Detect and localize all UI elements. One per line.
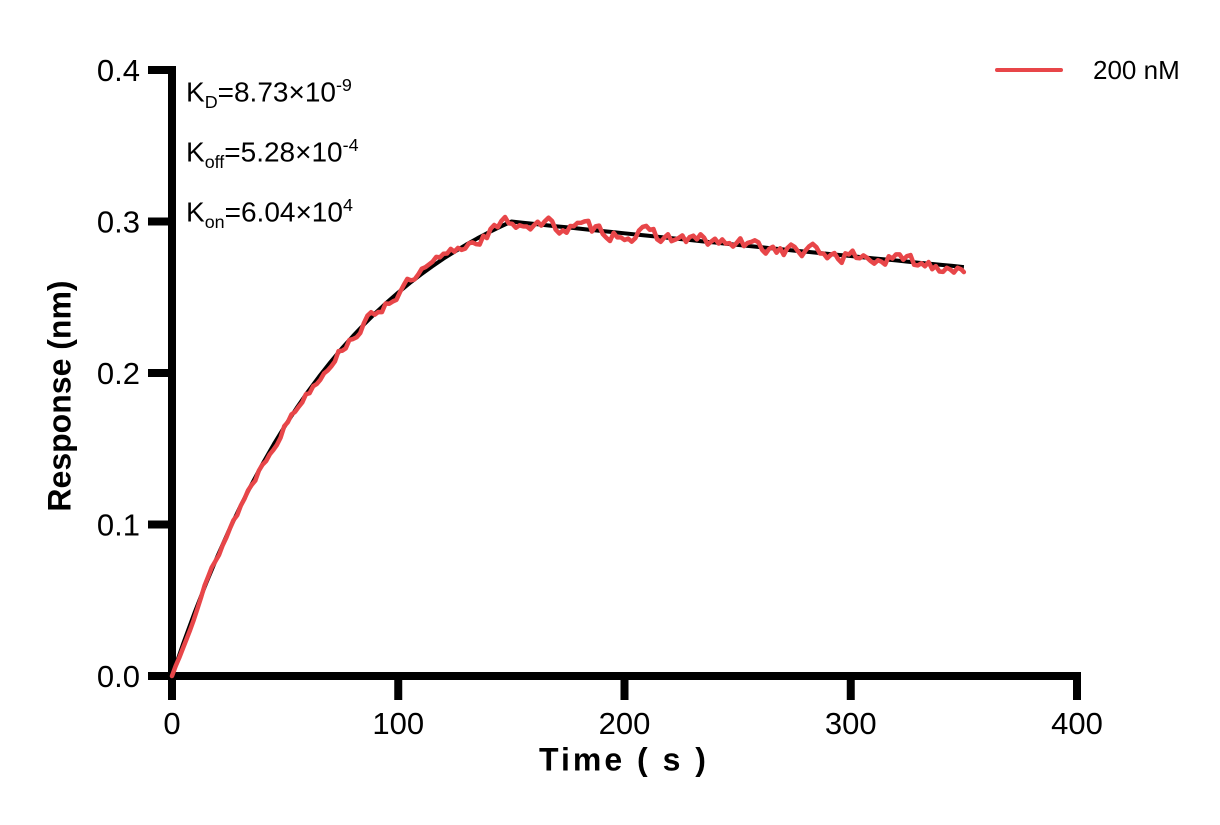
kon-sup: 4 (342, 194, 353, 215)
kinetics-annotations: KD=8.73×10-9 Koff=5.28×10-4 Kon=6.04×104 (186, 64, 359, 244)
x-tick-label: 200 (599, 706, 651, 741)
x-tick-label: 100 (372, 706, 424, 741)
x-tick-label: 300 (825, 706, 877, 741)
kd-annotation: KD=8.73×10-9 (186, 64, 359, 124)
legend: 200 nM (995, 54, 1180, 85)
y-tick-label: 0.3 (97, 205, 140, 240)
koff-sub: off (204, 151, 225, 172)
y-tick-label: 0.2 (97, 356, 140, 391)
x-tick-label: 400 (1051, 706, 1103, 741)
kd-sub: D (204, 91, 218, 112)
koff-annotation: Koff=5.28×10-4 (186, 124, 359, 184)
kon-base: K (186, 196, 205, 228)
y-tick-label: 0.0 (97, 659, 140, 694)
x-tick-label: 0 (163, 706, 180, 741)
y-tick-label: 0.4 (97, 53, 140, 88)
kon-sub: on (204, 211, 225, 232)
x-axis-title: Time ( s ) (539, 741, 709, 778)
kon-annotation: Kon=6.04×104 (186, 184, 359, 244)
y-tick-label: 0.1 (97, 508, 140, 543)
kd-base: K (186, 76, 205, 108)
data-curve-200nM (169, 214, 967, 679)
y-axis-title: Response (nm) (41, 280, 78, 512)
kon-eq: =6.04×10 (224, 196, 343, 228)
fit-curve (170, 219, 965, 677)
koff-eq: =5.28×10 (224, 136, 343, 168)
kd-sup: -9 (335, 75, 352, 95)
koff-sup: -4 (342, 134, 359, 155)
kd-eq: =8.73×10 (217, 76, 336, 108)
legend-label: 200 nM (1093, 54, 1180, 85)
legend-line-swatch (995, 68, 1063, 72)
koff-base: K (186, 136, 205, 168)
